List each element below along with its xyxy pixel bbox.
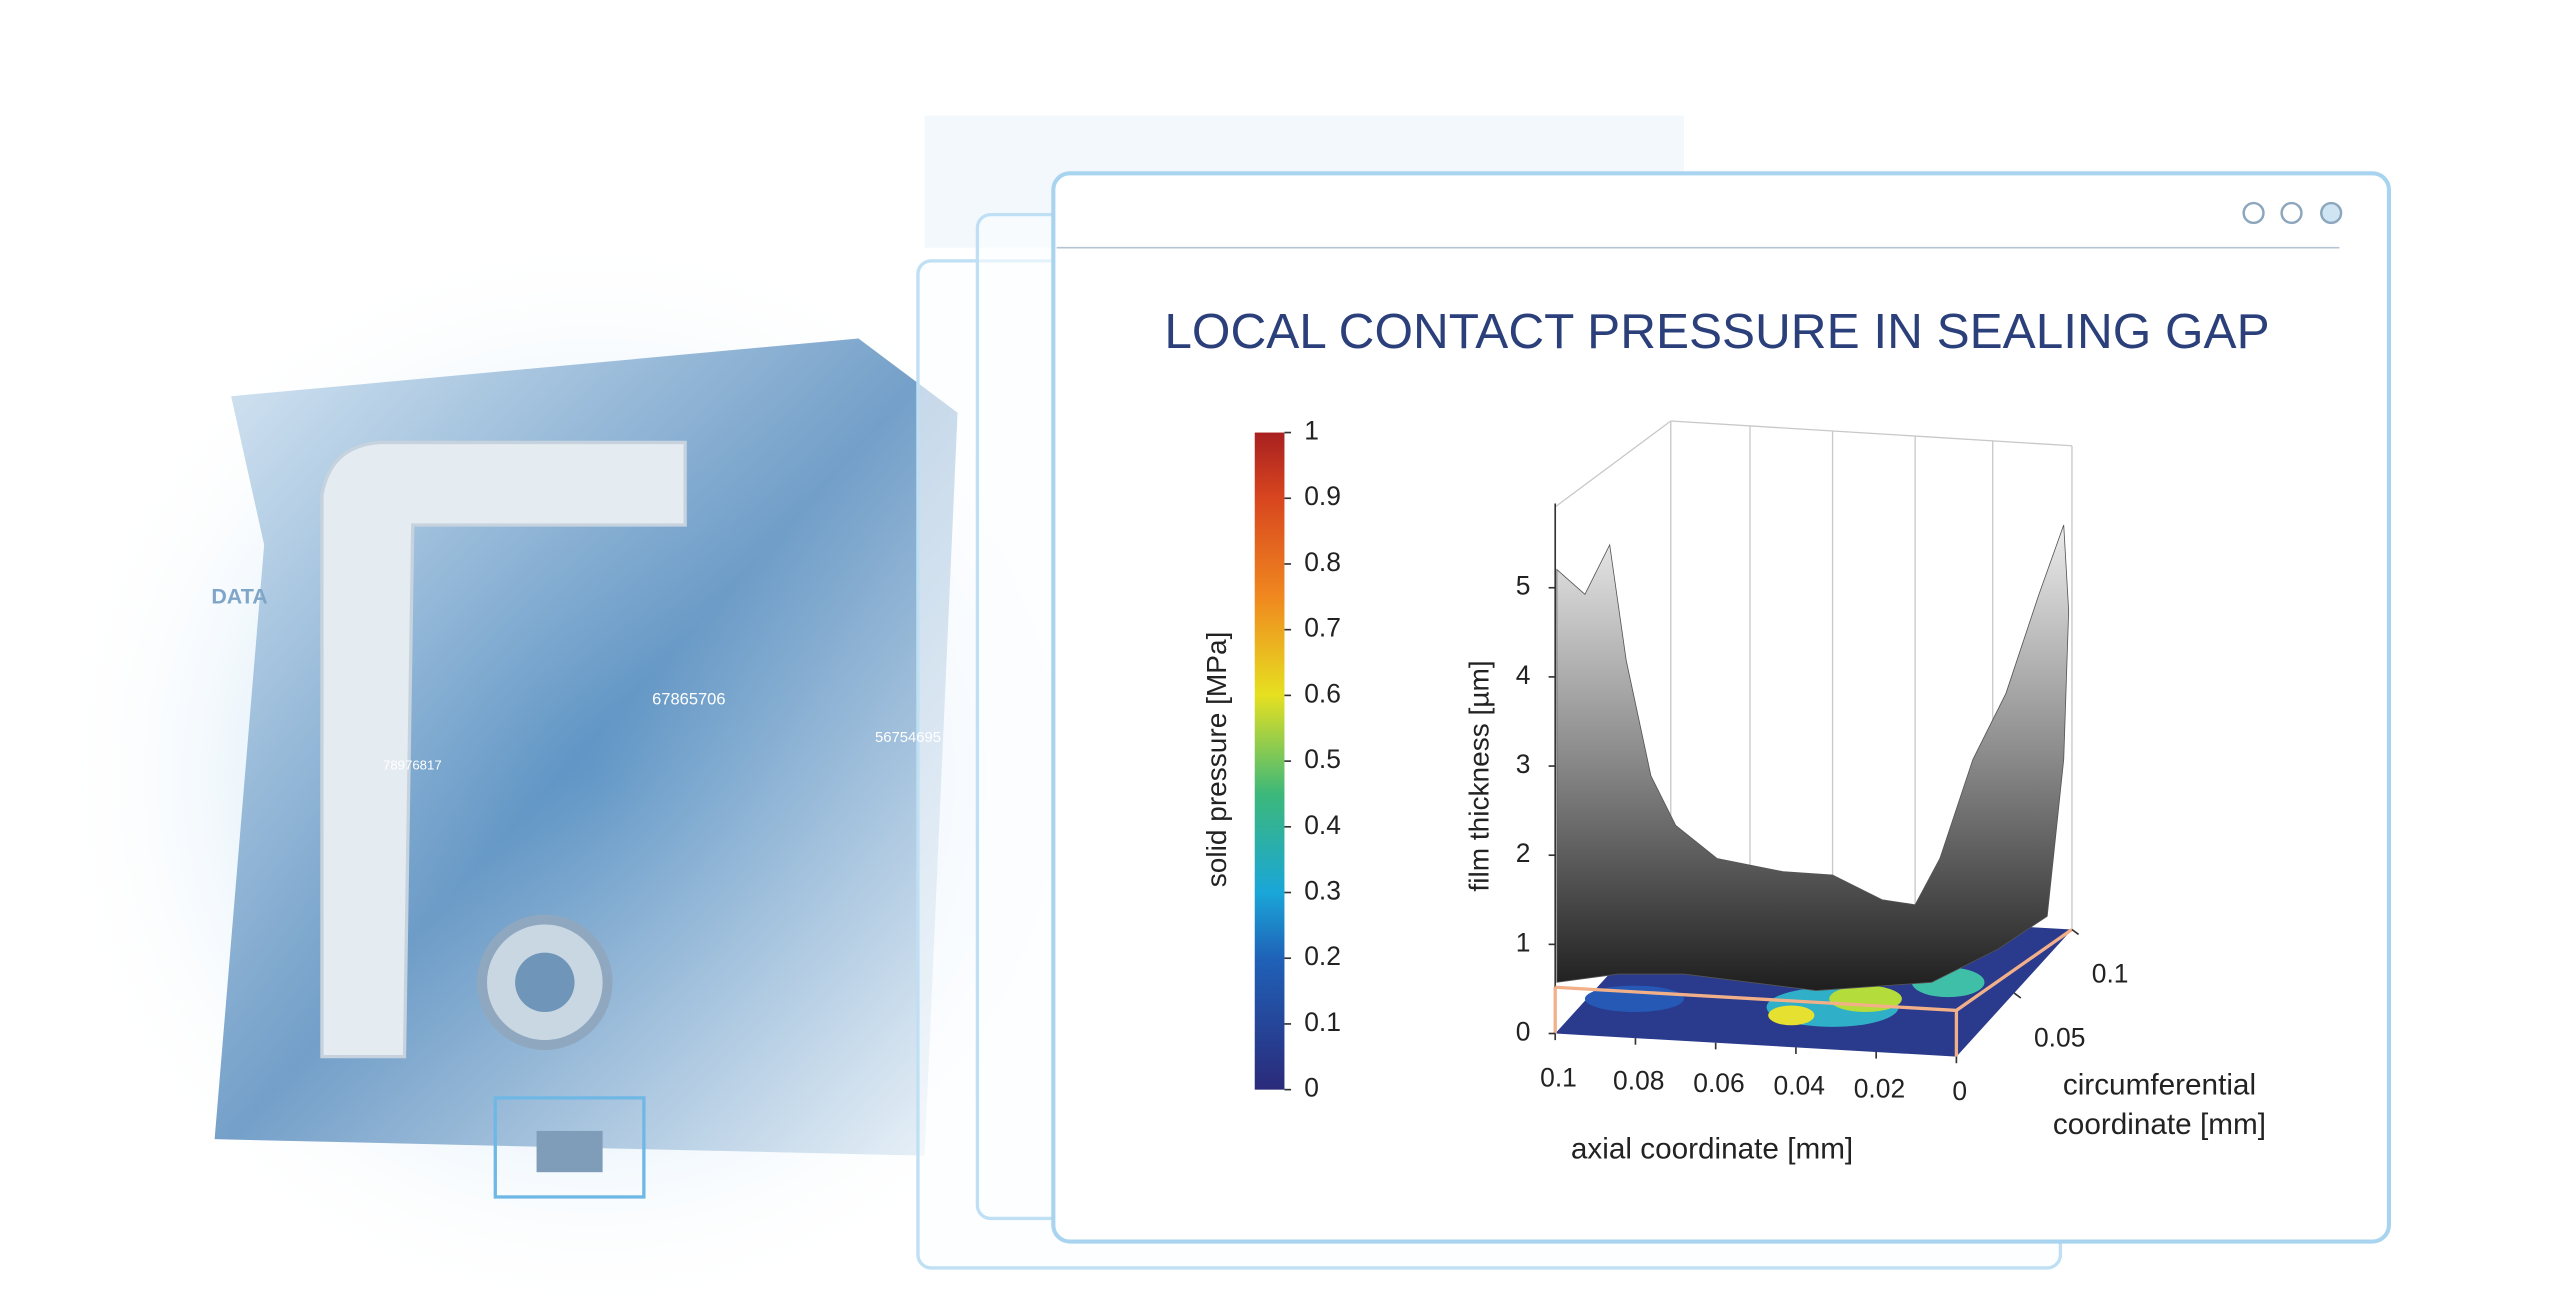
z-tick-label: 4	[1516, 660, 1531, 690]
background-label: 78976817	[383, 758, 442, 773]
colorbar-tick-label: 0.9	[1304, 481, 1341, 511]
colorbar-tick-label: 0	[1304, 1073, 1319, 1103]
colorbar-tick-label: 1	[1304, 416, 1319, 446]
colorbar-tick-label: 0.8	[1304, 547, 1341, 577]
colorbar	[1254, 432, 1285, 1090]
x-tick-label: 0.06	[1693, 1068, 1744, 1098]
colorbar-tick-label: 0.5	[1304, 744, 1341, 774]
z-axis-label: film thickness [µm]	[1463, 660, 1494, 891]
x-axis-label: axial coordinate [mm]	[1571, 1133, 1853, 1166]
y-axis-label: circumferential coordinate [mm]	[2052, 1068, 2267, 1141]
floor-slab	[1553, 928, 2073, 1057]
window-button[interactable]	[2320, 201, 2343, 225]
colorbar-tick-label: 0.1	[1304, 1007, 1341, 1037]
x-tick-label: 0.02	[1854, 1073, 1905, 1103]
x-tick-label: 0.1	[1540, 1063, 1577, 1093]
z-tick-label: 5	[1516, 571, 1531, 601]
colorbar-label: solid pressure [MPa]	[1201, 632, 1232, 888]
colorbar-tick-label: 0.7	[1304, 613, 1341, 643]
z-tick-label: 0	[1516, 1016, 1531, 1046]
z-tick-label: 3	[1516, 749, 1531, 779]
colorbar-tick-label: 0.2	[1304, 941, 1341, 971]
x-tick-label: 0	[1952, 1076, 1967, 1106]
y-tick-label: 0.1	[2092, 959, 2129, 989]
background-label: DATA	[211, 584, 267, 608]
y-tick-label: 0.05	[2034, 1022, 2085, 1052]
colorbar-tick-label: 0.6	[1304, 678, 1341, 708]
thickness-surface	[1556, 524, 2070, 991]
y-tick	[2071, 928, 2080, 936]
main-window	[1051, 171, 2392, 1244]
background-label: 56754695	[875, 730, 941, 746]
colorbar-tick-label: 0.3	[1304, 875, 1341, 905]
background-label: 67865706	[652, 690, 725, 708]
chart-title: LOCAL CONTACT PRESSURE IN SEALING GAP	[1164, 304, 2269, 359]
z-tick-label: 1	[1516, 927, 1531, 957]
window-button[interactable]	[2242, 201, 2265, 225]
z-tick-label: 2	[1516, 838, 1531, 868]
x-tick-label: 0.08	[1613, 1065, 1664, 1095]
y-tick	[2013, 992, 2022, 999]
colorbar-tick-label: 0.4	[1304, 810, 1341, 840]
x-tick-label: 0.04	[1774, 1071, 1825, 1101]
window-button[interactable]	[2280, 201, 2303, 225]
y-axis-label-box: circumferential coordinate [mm]	[2052, 1068, 2267, 1141]
